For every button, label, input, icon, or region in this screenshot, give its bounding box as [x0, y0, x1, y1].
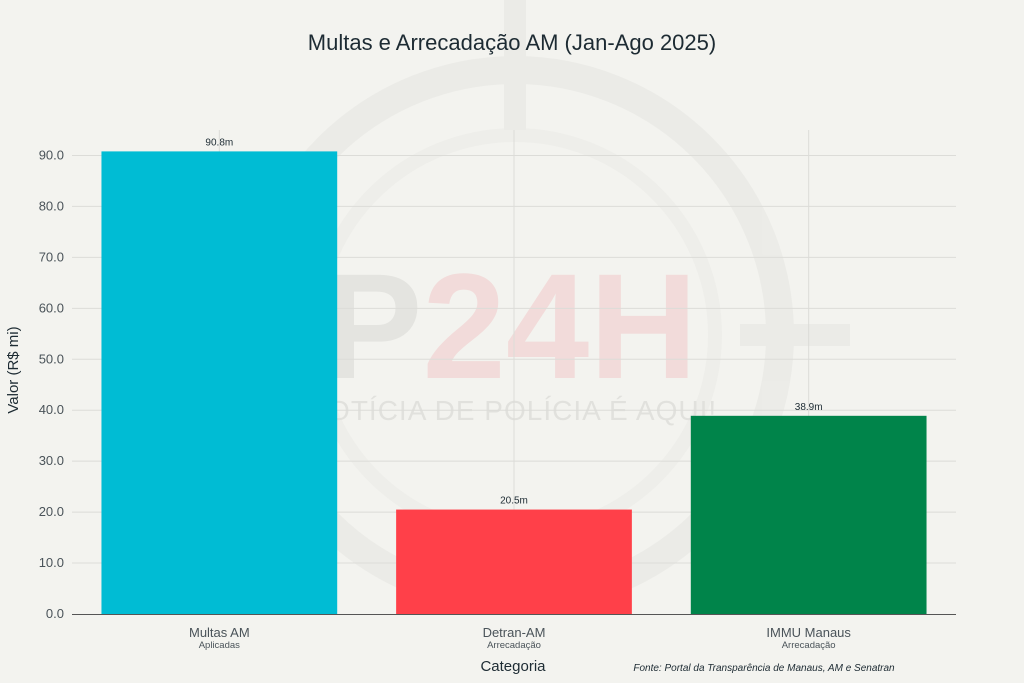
y-tick-label: 30.0 [39, 453, 64, 468]
y-tick-label: 50.0 [39, 351, 64, 366]
bar [396, 509, 632, 614]
y-axis-label: Valor (R$ mi) [5, 326, 22, 413]
data-label: 20.5m [500, 496, 528, 507]
data-label: 38.9m [795, 402, 823, 413]
chart-title: Multas e Arrecadação AM (Jan-Ago 2025) [308, 30, 716, 55]
x-tick-sublabel: Arrecadação [487, 640, 541, 651]
y-tick-label: 70.0 [39, 249, 64, 264]
y-tick-label: 20.0 [39, 504, 64, 519]
x-tick-label: Multas AM [189, 625, 250, 640]
x-tick-sublabel: Aplicadas [199, 640, 240, 651]
watermark-logo: P24H [322, 242, 697, 410]
y-tick-label: 10.0 [39, 555, 64, 570]
x-tick-label: Detran-AM [483, 625, 546, 640]
y-tick-label: 40.0 [39, 402, 64, 417]
y-tick-label: 0.0 [46, 606, 64, 621]
data-labels: 90.8m 20.5m 38.9m [205, 137, 822, 506]
y-tick-label: 80.0 [39, 198, 64, 213]
bar [101, 151, 338, 614]
y-tick-labels: 0.0 10.0 20.0 30.0 40.0 50.0 60.0 70.0 80.0 90.0 [39, 147, 64, 621]
x-tick-sublabel: Arrecadação [782, 640, 836, 651]
bar [690, 415, 927, 614]
x-axis-label: Categoria [480, 658, 546, 675]
source-note: Fonte: Portal da Transparência de Manaus… [633, 663, 895, 674]
bars [101, 151, 927, 614]
x-tick-labels: Multas AMAplicadasDetran-AMArrecadaçãoIM… [189, 625, 851, 651]
data-label: 90.8m [205, 137, 233, 148]
y-tick-label: 90.0 [39, 147, 64, 162]
y-tick-label: 60.0 [39, 300, 64, 315]
x-tick-label: IMMU Manaus [766, 625, 851, 640]
